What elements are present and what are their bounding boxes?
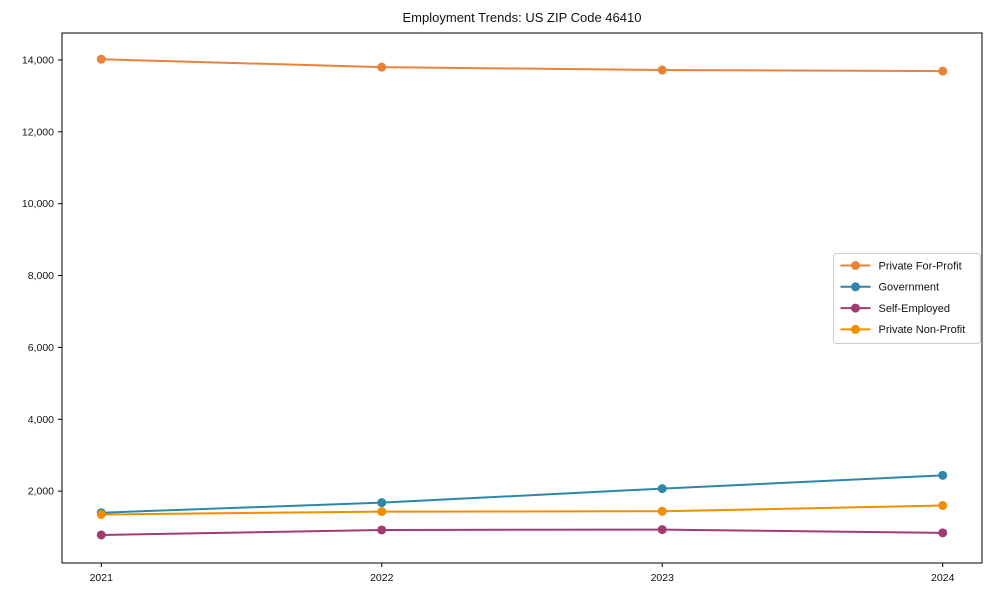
legend-marker-private-non-profit <box>851 324 860 334</box>
series-line-private-non-profit <box>101 504 943 516</box>
x-tick-label: 2022 <box>370 572 394 584</box>
data-point-government <box>657 484 667 494</box>
legend-marker-private-for-profit <box>851 261 860 270</box>
x-tick-label: 2024 <box>931 572 955 584</box>
data-point-private-for-profit <box>377 62 387 72</box>
y-tick-label: 14,000 <box>22 54 54 66</box>
legend-marker-government <box>851 282 860 292</box>
data-point-private-non-profit <box>96 509 106 519</box>
y-tick-label: 6,000 <box>28 342 54 354</box>
data-point-private-non-profit <box>657 506 667 516</box>
x-tick-label: 2023 <box>651 572 675 584</box>
y-tick-label: 4,000 <box>28 414 54 426</box>
x-tick-label: 2021 <box>90 572 114 584</box>
y-tick-label: 12,000 <box>22 126 54 138</box>
data-point-self-employed <box>377 525 387 535</box>
data-point-private-non-profit <box>377 507 387 517</box>
series-line-self-employed <box>101 528 943 536</box>
chart-title: Employment Trends: US ZIP Code 46410 <box>402 10 642 25</box>
data-point-self-employed <box>938 528 948 538</box>
series-line-private-for-profit <box>101 58 943 73</box>
data-point-government <box>377 498 387 508</box>
data-point-private-for-profit <box>938 66 948 76</box>
data-point-private-non-profit <box>938 501 948 511</box>
y-tick-label: 10,000 <box>22 198 54 210</box>
data-point-private-for-profit <box>96 54 106 64</box>
legend-box <box>833 253 981 344</box>
legend-label-private-for-profit: Private For-Profit <box>879 260 962 272</box>
y-tick-label: 8,000 <box>28 270 54 282</box>
data-point-self-employed <box>96 530 106 540</box>
plot-frame <box>61 32 983 564</box>
series-line-government <box>101 474 943 514</box>
data-point-private-for-profit <box>657 65 667 75</box>
y-tick-label: 2,000 <box>28 486 54 498</box>
data-point-self-employed <box>657 525 667 535</box>
legend-label-self-employed: Self-Employed <box>879 303 951 315</box>
legend-marker-self-employed <box>851 303 860 313</box>
legend-label-private-non-profit: Private Non-Profit <box>879 324 966 336</box>
legend-label-government: Government <box>879 282 940 294</box>
data-point-government <box>938 470 948 480</box>
